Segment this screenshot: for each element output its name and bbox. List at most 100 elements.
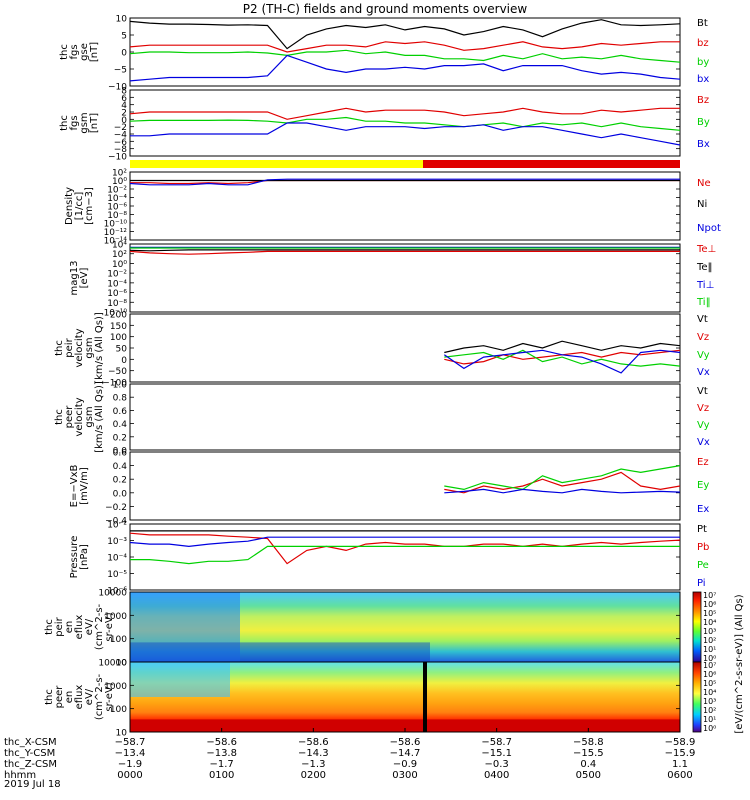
series-peir_velocity-3 <box>443 349 681 374</box>
spectrogram-low-energy-band <box>130 719 680 732</box>
legend-fgs_gse-2: by <box>697 57 709 68</box>
panel-frame <box>129 383 681 451</box>
panel-frame <box>129 243 681 313</box>
legend-temperature-3: Ti‖ <box>696 297 711 308</box>
ytick-label: 10⁻³ <box>107 537 127 547</box>
series-pressure-2 <box>130 545 680 565</box>
legend-temperature-1: Te‖ <box>696 262 713 273</box>
xaxis-row-label: thc_X-CSM <box>4 737 57 748</box>
ytick-label: −100 <box>102 379 127 389</box>
ytick-label: −4 <box>114 131 128 141</box>
ytick-label: 10⁻⁵ <box>107 570 127 580</box>
legend-fgs_gsm-1: By <box>697 117 710 128</box>
xaxis-value: 0.4 <box>580 759 596 770</box>
ytick-label: 10⁻⁴ <box>107 554 127 564</box>
ylabel-line: eV/ <box>84 688 95 705</box>
legends: Bt bz by bx Bz By Bx Ne Ni Npot Te⊥ Te‖ Ti⊥ Ti‖ Vt Vz Vy… <box>696 18 721 589</box>
ytick-label: 0 <box>121 116 127 126</box>
panel-frame <box>129 313 681 383</box>
spectrogram-noise-band <box>130 642 430 662</box>
ytick-label: 10⁰ <box>112 177 127 187</box>
series-fgs_gsm-1 <box>129 116 681 131</box>
ytick-label: 8 <box>121 87 127 97</box>
ytick-label: 4 <box>121 101 127 111</box>
legend-pressure-3: Pi <box>697 578 706 589</box>
colorbar-ion <box>692 591 702 663</box>
colorbar-tick: 10⁶ <box>703 670 716 679</box>
ylabel-line: peir <box>64 337 75 357</box>
colorbar-tick: 10⁵ <box>703 609 716 618</box>
xaxis-value: −58.6 <box>298 737 329 748</box>
legend-temperature-2: Ti⊥ <box>696 280 714 291</box>
ytick-label: −0.2 <box>105 503 127 513</box>
ytick-label: 50 <box>116 345 128 355</box>
xaxis-value: 1.1 <box>672 759 688 770</box>
colorbar-tick: 10⁴ <box>703 618 716 627</box>
ylabel-line: sr-eV) <box>104 682 115 711</box>
legend-peer_velocity-1: Vz <box>697 403 709 414</box>
ylabel-line: thc <box>54 409 65 425</box>
legend-peir_velocity-1: Vz <box>697 332 709 343</box>
xaxis-value: 0300 <box>392 770 417 781</box>
colorbar-tick: 10⁰ <box>703 724 716 733</box>
ylabel-line: [km/s (All Qs)] <box>94 312 105 384</box>
legend-peir_velocity-3: Vx <box>697 367 710 378</box>
ytick-label: −50 <box>108 367 127 377</box>
xaxis-value: −58.9 <box>665 737 696 748</box>
legend-peer_velocity-0: Vt <box>697 386 708 397</box>
xaxis-value: −0.3 <box>485 759 509 770</box>
xaxis-value: −13.8 <box>206 748 237 759</box>
ylabel-line: fgs <box>69 115 80 130</box>
series-efield-1 <box>444 465 681 491</box>
colorbar-tick: 10⁷ <box>703 591 716 600</box>
ytick-label: −2 <box>114 123 127 133</box>
ylabel-line: peer <box>54 685 65 709</box>
legend-fgs_gse-3: bx <box>697 74 709 85</box>
series-temperature-1 <box>129 249 680 252</box>
spectrogram-data-gap <box>423 662 427 732</box>
legend-density-1: Ni <box>697 199 707 210</box>
ytick-label: 100 <box>110 705 127 715</box>
legend-peer_velocity-3: Vx <box>697 437 710 448</box>
xaxis-value: −1.3 <box>301 759 325 770</box>
legend-efield-0: Ez <box>697 457 709 468</box>
ylabel-line: thc <box>59 115 70 131</box>
colorbar-label: [eV/(cm^2-s-sr-eV)] (All Qs) <box>734 594 745 733</box>
ylabel-line: sr-eV) <box>104 612 115 641</box>
ytick-label: −0.4 <box>105 517 127 527</box>
legend-fgs_gse-1: bz <box>697 38 709 49</box>
spectrogram-early-region <box>130 662 230 697</box>
ylabel-line: thc <box>54 340 65 356</box>
ytick-label: 10⁻⁸ <box>107 211 127 221</box>
ytick-label: 10⁻¹⁰ <box>104 309 128 319</box>
xaxis-row-label: hhmm <box>4 770 36 781</box>
colorbar-tick: 10² <box>703 636 716 645</box>
figure-title: P2 (TH-C) fields and ground moments over… <box>243 2 528 16</box>
legend-peer_velocity-2: Vy <box>697 420 710 431</box>
series-fgs_gse-0 <box>129 19 681 50</box>
ytick-label: 10⁻⁶ <box>107 289 127 299</box>
series-density-2 <box>129 178 680 186</box>
xaxis-value: −14.7 <box>390 748 421 759</box>
series-peir_velocity-2 <box>444 349 681 367</box>
legend-pressure-0: Pt <box>697 524 707 535</box>
ytick-label: 10⁻⁶ <box>107 587 127 597</box>
colorbar-electron <box>692 661 702 733</box>
xaxis-value: 0100 <box>209 770 234 781</box>
ytick-label: 10 <box>116 659 128 669</box>
panel-pressure: 10⁻² 10⁻³ 10⁻⁴ 10⁻⁵ 10⁻⁶ Pressure [nPa] <box>69 521 681 597</box>
ytick-label: 0.2 <box>113 433 127 443</box>
ytick-label: 10 <box>116 729 128 739</box>
legend-pressure-2: Pe <box>697 560 709 571</box>
series-fgs_gse-1 <box>129 41 680 53</box>
ylabel-line: fgs <box>69 44 80 59</box>
xaxis-value: −15.5 <box>573 748 604 759</box>
ylabel-line: thc <box>59 44 70 60</box>
x-axis: thc_X-CSM −58.7 −58.6 −58.6 −58.6 −58.7 −58.8−… <box>4 728 695 781</box>
ylabel-line: mag13 <box>69 261 80 296</box>
ylabel-line: thc <box>44 689 55 705</box>
xaxis-value: −15.9 <box>665 748 696 759</box>
ylabel-line: gsm <box>79 112 90 133</box>
ytick-label: −6 <box>114 138 128 148</box>
ytick-label: 10⁰ <box>112 260 127 270</box>
